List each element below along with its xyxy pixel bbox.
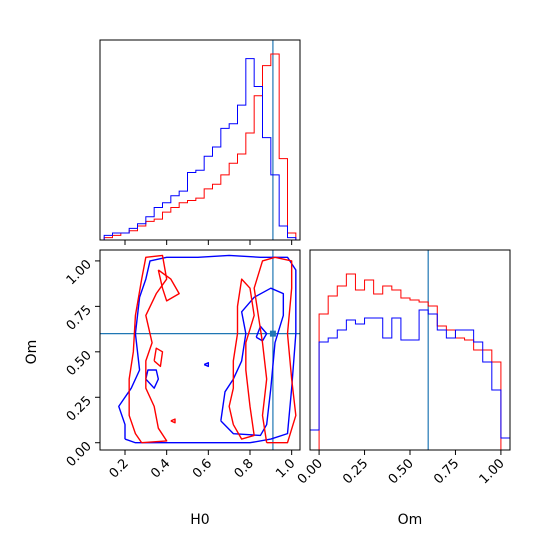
h0-histogram-panel: [99, 39, 301, 245]
joint-y-ticks: 0.00 0.25 0.50 0.75 1.00: [64, 257, 100, 470]
om-x-tick-label: 0.75: [431, 456, 462, 487]
contour-red-10: [170, 418, 176, 424]
histogram-series-red: [310, 273, 510, 451]
x-axis-label-h0: H0: [190, 512, 209, 528]
contour-blue-1: [220, 287, 285, 437]
joint-y-tick-label: 0.75: [64, 303, 95, 334]
joint-y-tick-label: 0.25: [64, 393, 95, 424]
contour-blue-0: [118, 254, 297, 444]
contour-blue-4: [255, 325, 268, 342]
joint-contour-panel: 0.2 0.4 0.6 0.8 1.0 0.000.250.500.751.00 H0 …: [24, 249, 301, 528]
histogram-series-blue: [309, 309, 511, 450]
h0-histogram-ticks: [124, 240, 293, 245]
h0-histogram-steps: [103, 53, 297, 240]
contour-red-5: [128, 254, 168, 444]
om-x-tick-label: 0.50: [386, 456, 417, 487]
contour-blue-2: [145, 369, 160, 389]
contour-red-8: [228, 278, 255, 440]
joint-frame: [99, 249, 301, 451]
contour-red-9: [153, 347, 164, 368]
joint-truth-marker: [269, 330, 276, 337]
contour-red-6: [157, 269, 180, 302]
joint-y-tick-label: 0.50: [64, 348, 95, 379]
om-x-tick-label: 0.25: [340, 456, 371, 487]
joint-x-tick-label: 0.8: [232, 456, 257, 481]
histogram-series-blue: [103, 58, 297, 240]
joint-x-tick-label: 0.4: [148, 456, 173, 481]
h0-histogram-frame: [99, 39, 301, 241]
om-histogram-steps: [309, 273, 511, 451]
om-x-tick-label: 0.00: [295, 456, 326, 487]
y-axis-label-om: Om: [24, 340, 40, 365]
joint-contours: [118, 254, 297, 444]
contour-blue-3: [203, 362, 210, 368]
joint-y-tick-label: 1.00: [64, 257, 95, 288]
x-axis-label-om: Om: [398, 512, 423, 528]
histogram-series-red: [103, 53, 297, 240]
joint-x-tick-label: 0.2: [107, 456, 132, 481]
om-x-ticks: 0.00 0.25 0.50 0.75 1.00: [295, 450, 508, 487]
truth-point-marker: [269, 330, 276, 337]
om-histogram-panel: 0.00 0.25 0.50 0.75 1.00 Om: [295, 249, 511, 528]
joint-y-tick-label: 0.00: [64, 439, 95, 470]
contour-red-7: [253, 256, 297, 444]
joint-x-tick-label: 0.6: [190, 456, 215, 481]
joint-x-ticks: 0.2 0.4 0.6 0.8 1.0: [107, 450, 298, 481]
om-x-tick-label: 1.00: [477, 456, 508, 487]
